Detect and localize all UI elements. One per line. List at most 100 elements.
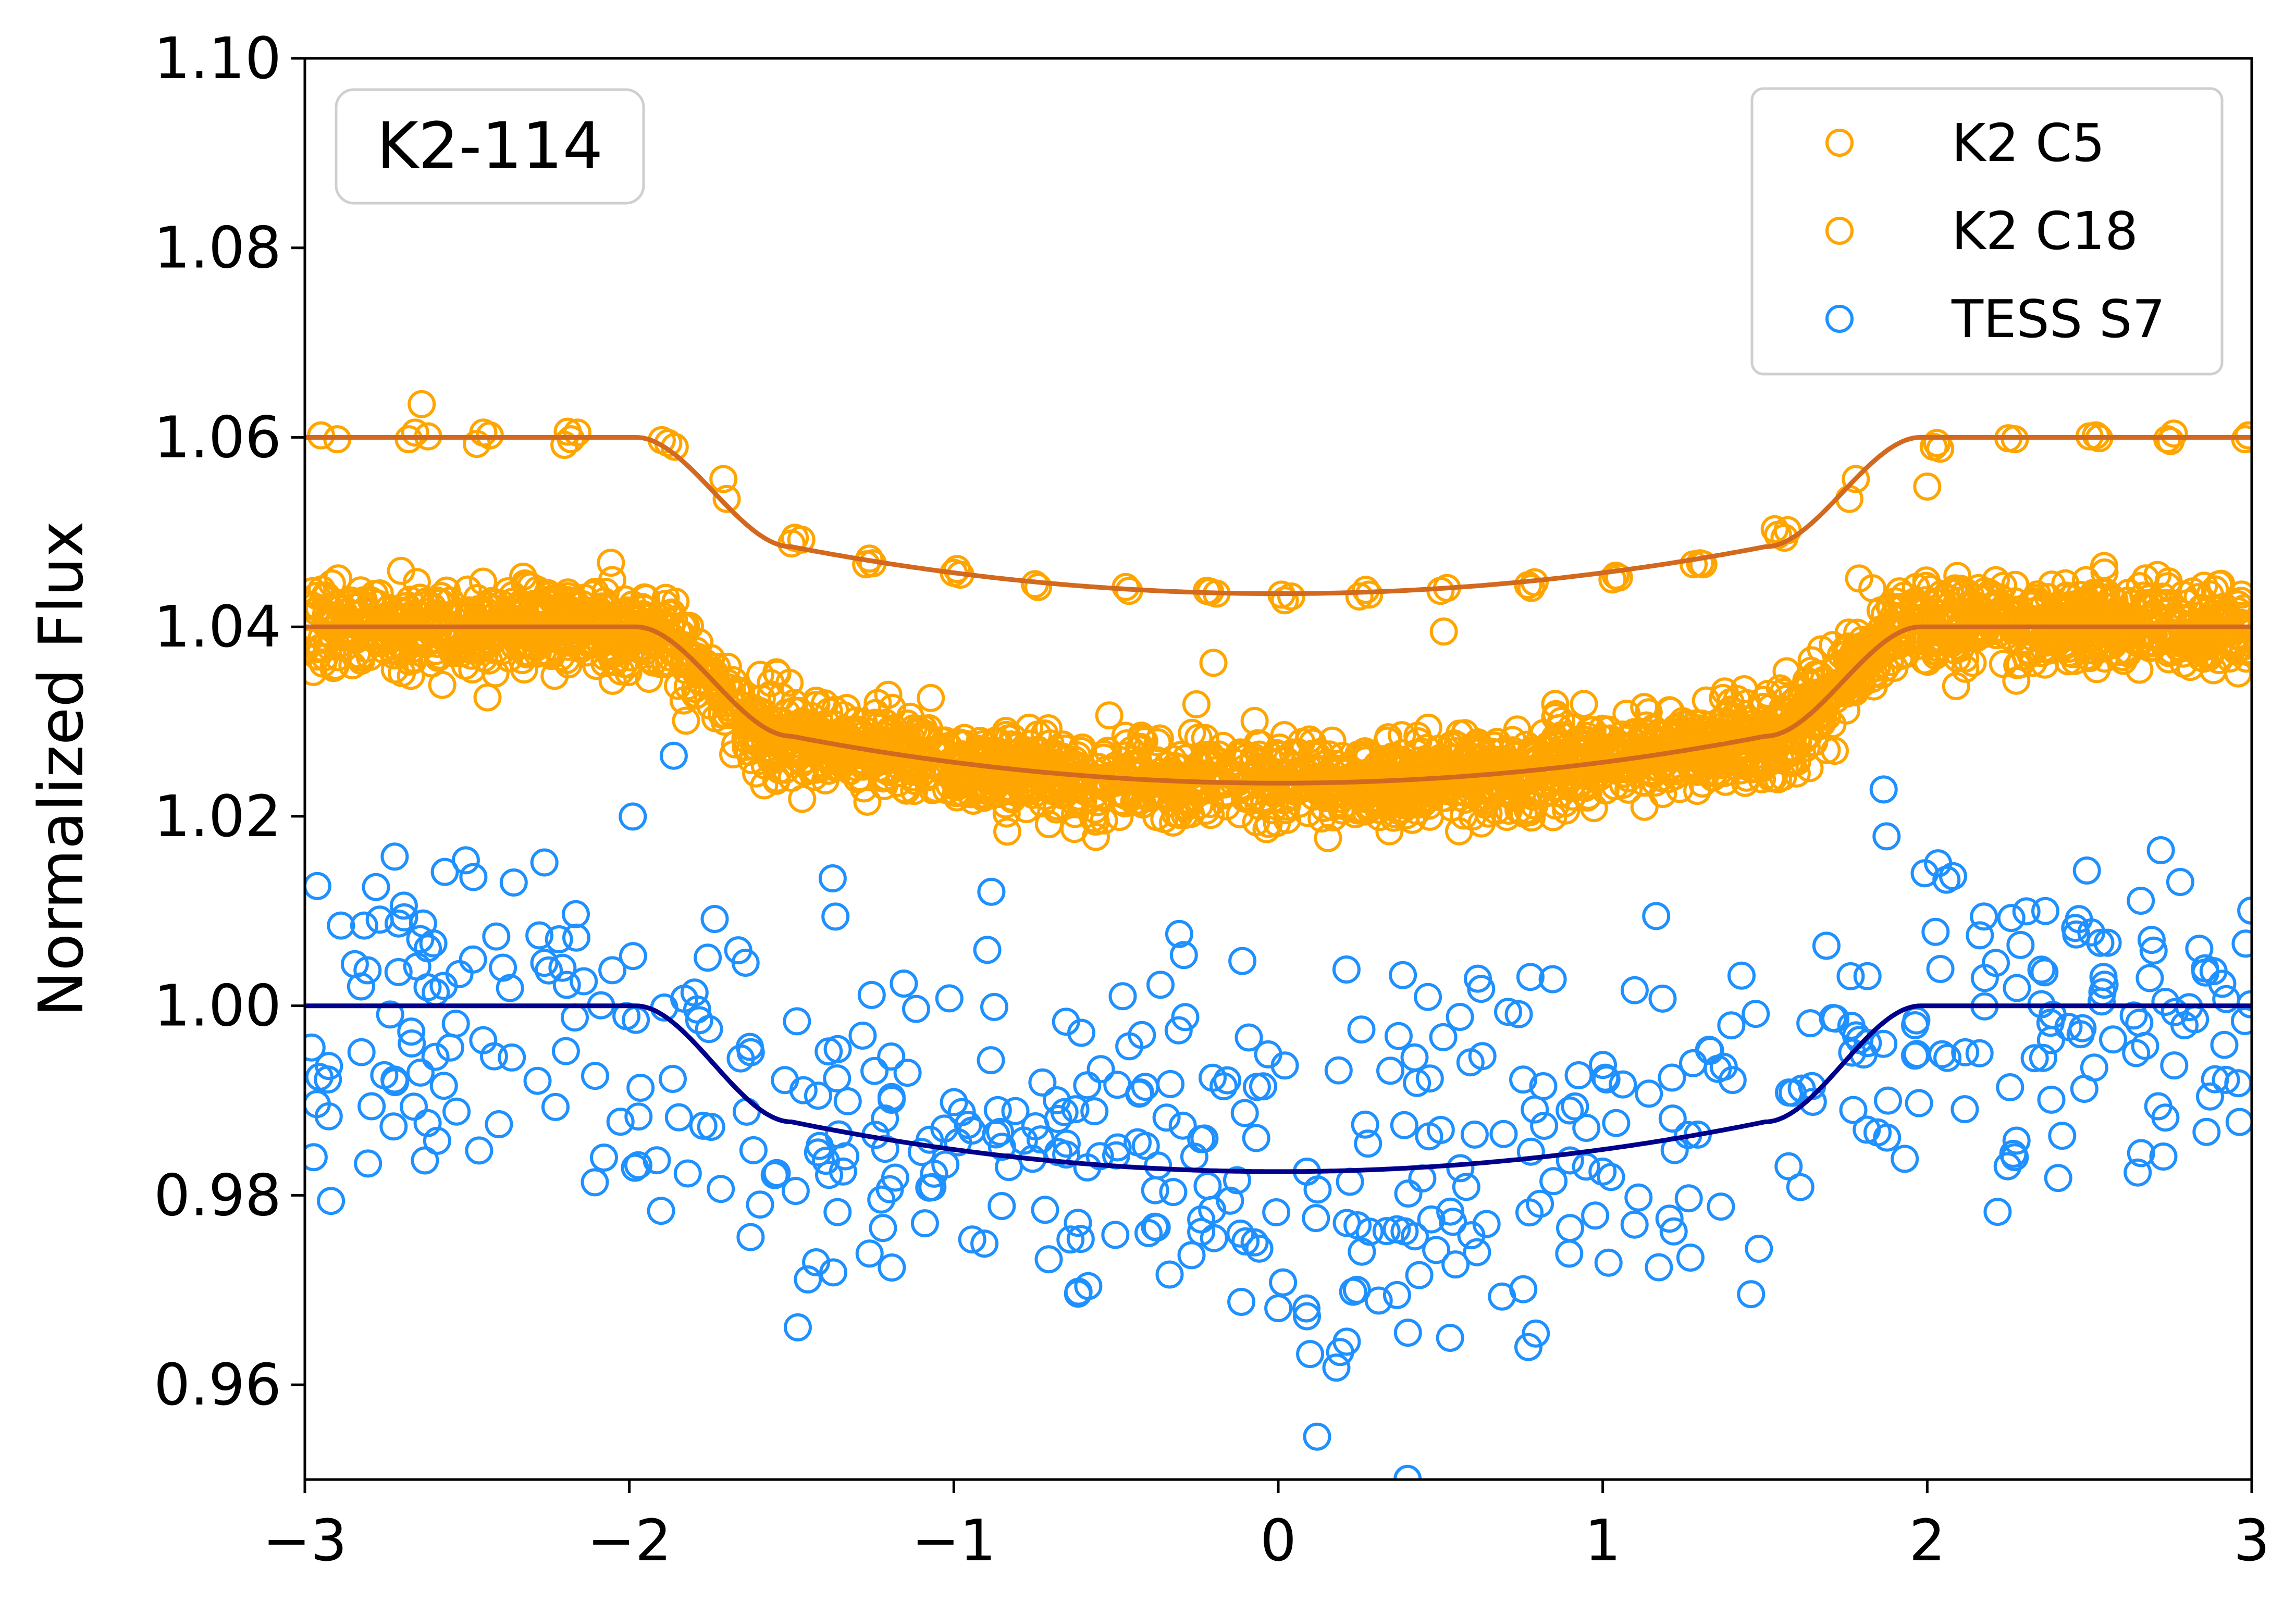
data-point — [596, 641, 625, 670]
data-point — [1209, 731, 1238, 760]
data-point — [1127, 722, 1156, 750]
data-point — [746, 1190, 774, 1219]
data-point — [1989, 571, 2018, 600]
data-point — [1795, 669, 1824, 698]
data-point — [570, 608, 599, 637]
data-point — [1028, 1068, 1057, 1097]
data-point — [898, 757, 927, 786]
data-point — [1914, 648, 1942, 676]
y-tick-label: 1.00 — [154, 973, 281, 1039]
data-point — [1508, 765, 1537, 793]
data-point — [1393, 1319, 1422, 1347]
data-point — [1529, 1072, 1558, 1100]
data-point — [477, 622, 506, 650]
data-point — [1899, 595, 1928, 624]
data-point — [1021, 1112, 1050, 1140]
data-point — [2139, 620, 2168, 649]
data-point — [1242, 1124, 1270, 1152]
data-point — [954, 1111, 982, 1139]
data-point — [525, 921, 554, 950]
data-point — [2161, 998, 2189, 1026]
data-point — [1095, 701, 1124, 730]
data-point — [390, 903, 418, 931]
data-point — [530, 848, 559, 877]
data-point — [1414, 983, 1442, 1011]
data-point — [1457, 1221, 1486, 1250]
data-point — [1367, 773, 1396, 801]
data-point — [2196, 1082, 2224, 1111]
y-tick-label: 1.06 — [154, 404, 281, 470]
data-point — [1293, 1302, 1321, 1331]
data-point — [861, 709, 889, 737]
data-point — [353, 956, 382, 985]
data-point — [406, 925, 435, 953]
data-point — [1161, 763, 1190, 791]
legend-label-k2-c5: K2 C5 — [1952, 113, 2105, 173]
data-point — [2019, 649, 2047, 677]
data-point — [2127, 1139, 2155, 1167]
data-point — [1522, 1319, 1550, 1348]
data-point — [736, 1038, 765, 1066]
data-point — [814, 1037, 843, 1066]
data-point — [347, 1038, 376, 1066]
data-point — [347, 972, 375, 1001]
data-point — [2192, 1117, 2221, 1146]
data-point — [958, 1225, 986, 1254]
data-point — [1581, 1201, 1610, 1230]
data-point — [970, 1229, 999, 1258]
data-point — [1516, 963, 1545, 991]
data-point — [1504, 796, 1533, 824]
data-point — [1602, 1109, 1631, 1137]
data-point — [1921, 917, 1950, 946]
data-point — [1351, 797, 1380, 826]
x-tick-label: 3 — [2233, 1507, 2270, 1574]
data-point — [1159, 1178, 1188, 1207]
data-point — [1417, 1205, 1446, 1234]
data-point — [1198, 1196, 1227, 1224]
annotation-label: K2-114 — [377, 109, 603, 183]
data-point — [1034, 1245, 1063, 1274]
data-point — [1846, 667, 1875, 695]
data-point — [1648, 984, 1677, 1013]
data-point — [548, 953, 577, 982]
data-point — [389, 891, 418, 920]
data-point — [2024, 617, 2053, 646]
data-point — [902, 995, 930, 1023]
y-tick-label: 0.98 — [154, 1162, 281, 1228]
data-point — [2065, 905, 2093, 934]
data-point — [1085, 1142, 1114, 1171]
data-point — [781, 1177, 810, 1205]
data-point — [771, 1066, 799, 1095]
data-point — [2187, 615, 2215, 644]
data-point — [647, 1197, 675, 1225]
data-point — [2230, 1006, 2252, 1035]
data-point — [2029, 1043, 2057, 1072]
data-point — [1343, 1211, 1372, 1239]
data-point — [1635, 1079, 1663, 1108]
data-point — [1564, 1061, 1593, 1089]
data-point — [1655, 1204, 1684, 1233]
data-point — [1146, 971, 1175, 999]
data-point — [1839, 1096, 1868, 1124]
data-point — [317, 1187, 345, 1215]
data-point — [1405, 1261, 1434, 1289]
data-point — [1044, 1138, 1072, 1166]
y-tick-label: 0.96 — [154, 1351, 281, 1418]
data-point — [1611, 752, 1639, 781]
data-point — [397, 1017, 426, 1046]
x-tick-label: −3 — [263, 1507, 347, 1574]
data-point — [1464, 964, 1492, 993]
data-point — [1064, 1209, 1092, 1237]
data-point — [1436, 1324, 1464, 1352]
data-point — [2104, 597, 2132, 625]
data-point — [1538, 965, 1567, 993]
data-point — [327, 911, 355, 940]
data-point — [2089, 963, 2118, 991]
data-point — [1101, 1221, 1130, 1249]
data-point — [361, 620, 389, 649]
data-point — [669, 686, 698, 715]
data-point — [1836, 962, 1865, 990]
series-k2-c18-points — [305, 549, 2252, 852]
data-point — [2037, 1085, 2066, 1114]
data-point — [914, 763, 942, 791]
